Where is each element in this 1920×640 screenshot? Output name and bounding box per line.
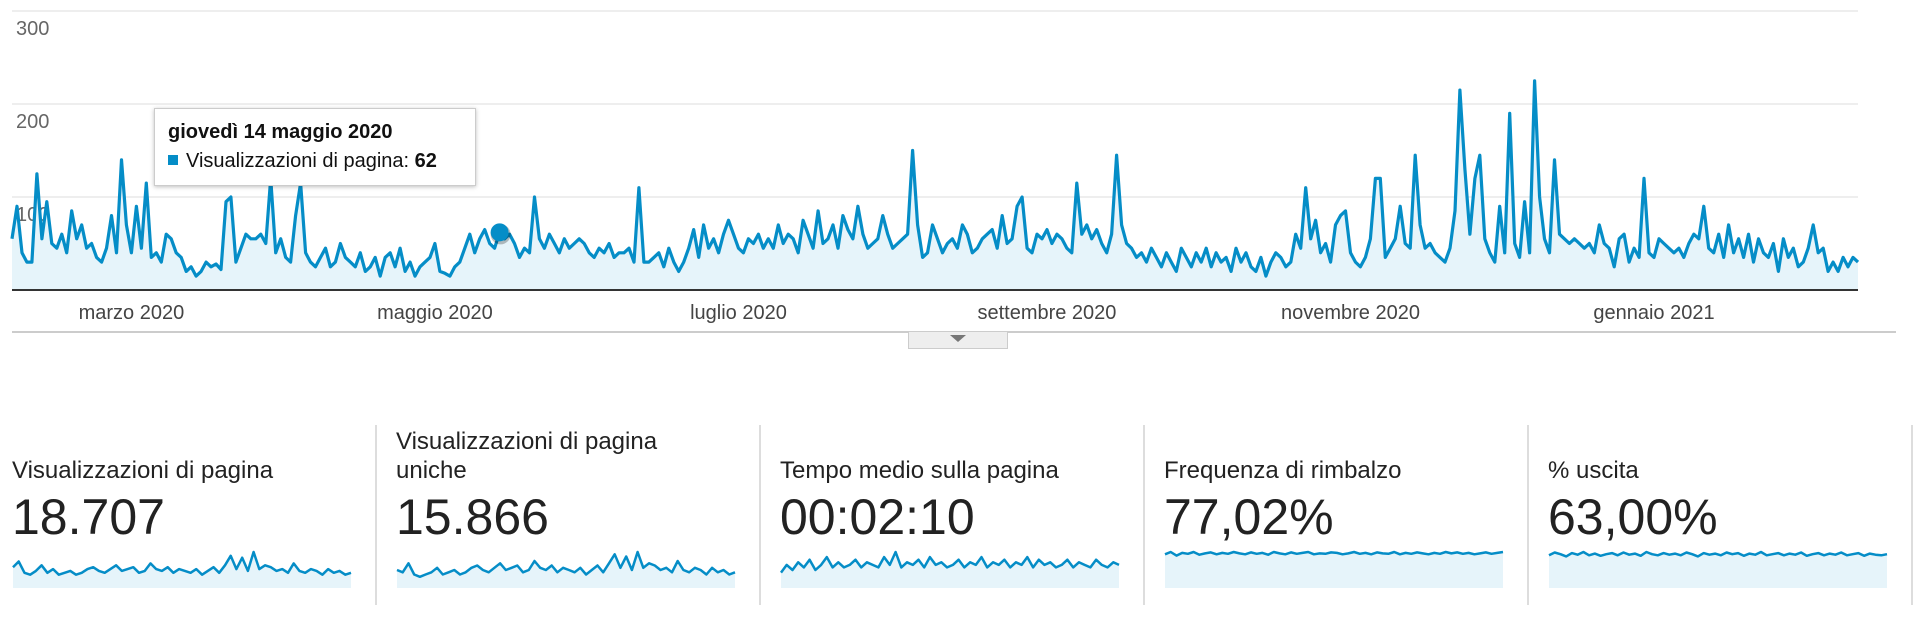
- x-tick-label: luglio 2020: [690, 302, 787, 324]
- sparkline-chart: [1164, 550, 1504, 588]
- tooltip-label: Visualizzazioni di pagina:: [186, 150, 410, 172]
- tooltip-title: giovedì 14 maggio 2020: [168, 121, 393, 143]
- scorecard: Frequenza di rimbalzo 77,02%: [1164, 420, 1514, 600]
- scorecard: Tempo medio sulla pagina 00:02:10: [780, 420, 1130, 600]
- metric-label: Frequenza di rimbalzo: [1164, 457, 1402, 484]
- sparkline: [396, 550, 736, 579]
- metric-value: 18.707: [12, 489, 165, 545]
- sparkline: [1164, 550, 1504, 557]
- sparkline-chart: [780, 550, 1120, 588]
- sparkline-chart: [12, 550, 352, 588]
- tooltip-row: Visualizzazioni di pagina: 62: [168, 150, 437, 173]
- card-separator: [759, 425, 761, 605]
- card-separator: [1527, 425, 1529, 605]
- metric-label: % uscita: [1548, 457, 1639, 484]
- card-separator: [1911, 425, 1913, 605]
- x-tick-label: gennaio 2021: [1593, 302, 1714, 324]
- tooltip: giovedì 14 maggio 2020 Visualizzazioni d…: [154, 108, 476, 186]
- sparkline-area: [781, 552, 1119, 588]
- line: [10, 79, 1860, 278]
- x-tick-label: settembre 2020: [977, 302, 1116, 324]
- metric-value: 00:02:10: [780, 489, 975, 545]
- sparkline: [12, 550, 352, 576]
- scorecard: % uscita 63,00%: [1548, 420, 1898, 600]
- metric-value: 63,00%: [1548, 489, 1718, 545]
- sparkline-area: [1549, 552, 1887, 588]
- sparkline-chart: [1548, 550, 1888, 588]
- metric-value: 77,02%: [1164, 489, 1334, 545]
- metric-value: 15.866: [396, 489, 549, 545]
- metric-label: Visualizzazioni di pagina uniche: [396, 428, 658, 484]
- tooltip-value: 62: [414, 150, 437, 172]
- metric-label: Visualizzazioni di pagina: [12, 457, 274, 484]
- x-tick-label: marzo 2020: [79, 302, 185, 324]
- y-tick-label: 300: [16, 18, 49, 40]
- sparkline-chart: [396, 550, 736, 588]
- scorecard: Visualizzazioni di pagina 18.707: [12, 420, 362, 600]
- x-tick-label: maggio 2020: [377, 302, 493, 324]
- card-separator: [375, 425, 377, 605]
- tooltip-swatch: [168, 155, 178, 165]
- x-tick-label: novembre 2020: [1281, 302, 1420, 324]
- y-tick-label: 200: [16, 111, 49, 133]
- sparkline: [780, 550, 1120, 574]
- scorecard: Visualizzazioni di pagina uniche 15.866: [396, 420, 746, 600]
- collapse-toggle[interactable]: [908, 332, 1008, 349]
- toggle-icon: [950, 335, 966, 342]
- sparkline: [1548, 550, 1888, 558]
- metric-label: Tempo medio sulla pagina: [780, 457, 1059, 484]
- sparkline-area: [1165, 552, 1503, 588]
- card-separator: [1143, 425, 1145, 605]
- hover-point: [490, 223, 509, 242]
